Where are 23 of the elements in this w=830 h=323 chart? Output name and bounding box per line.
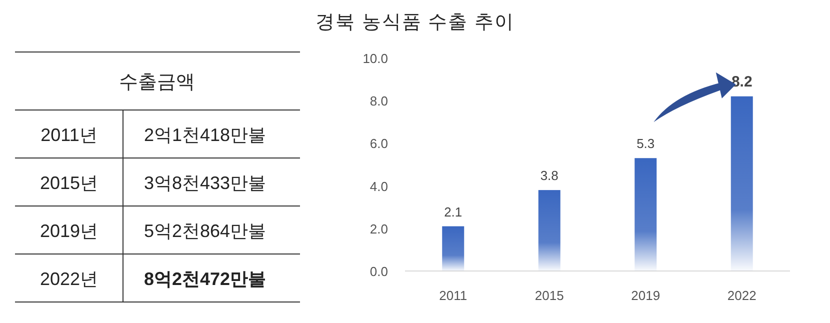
y-tick-label: 10.0 [362, 51, 388, 66]
y-tick-label: 8.0 [370, 94, 388, 109]
text: 2억1천418만불 [144, 125, 266, 145]
chart-title: 경북 농식품 수출 추이 [316, 12, 514, 33]
data-label: 3.8 [540, 168, 558, 184]
text: 2015년 [40, 173, 98, 193]
data-label: 2.1 [444, 204, 462, 220]
x-tick-label: 2019 [631, 288, 660, 303]
y-tick-label: 2.0 [370, 221, 388, 236]
text: 5억2천864만불 [144, 221, 266, 241]
y-tick-label: 4.0 [370, 178, 388, 194]
text: 3억8천433만불 [144, 173, 266, 193]
text: 2019년 [40, 221, 98, 241]
data-label: 5.3 [636, 136, 655, 152]
text: 8억2천472만불 [144, 269, 266, 289]
text: 2022년 [40, 269, 98, 289]
x-tick-label: 2015 [534, 288, 564, 303]
x-tick-label: 2011 [439, 288, 468, 303]
text: 2011년 [40, 125, 98, 145]
y-tick-label: 6.0 [370, 136, 388, 152]
y-tick-label: 0.0 [370, 264, 388, 279]
text: 수출금액 [119, 72, 195, 93]
x-tick-label: 2022 [727, 288, 756, 303]
